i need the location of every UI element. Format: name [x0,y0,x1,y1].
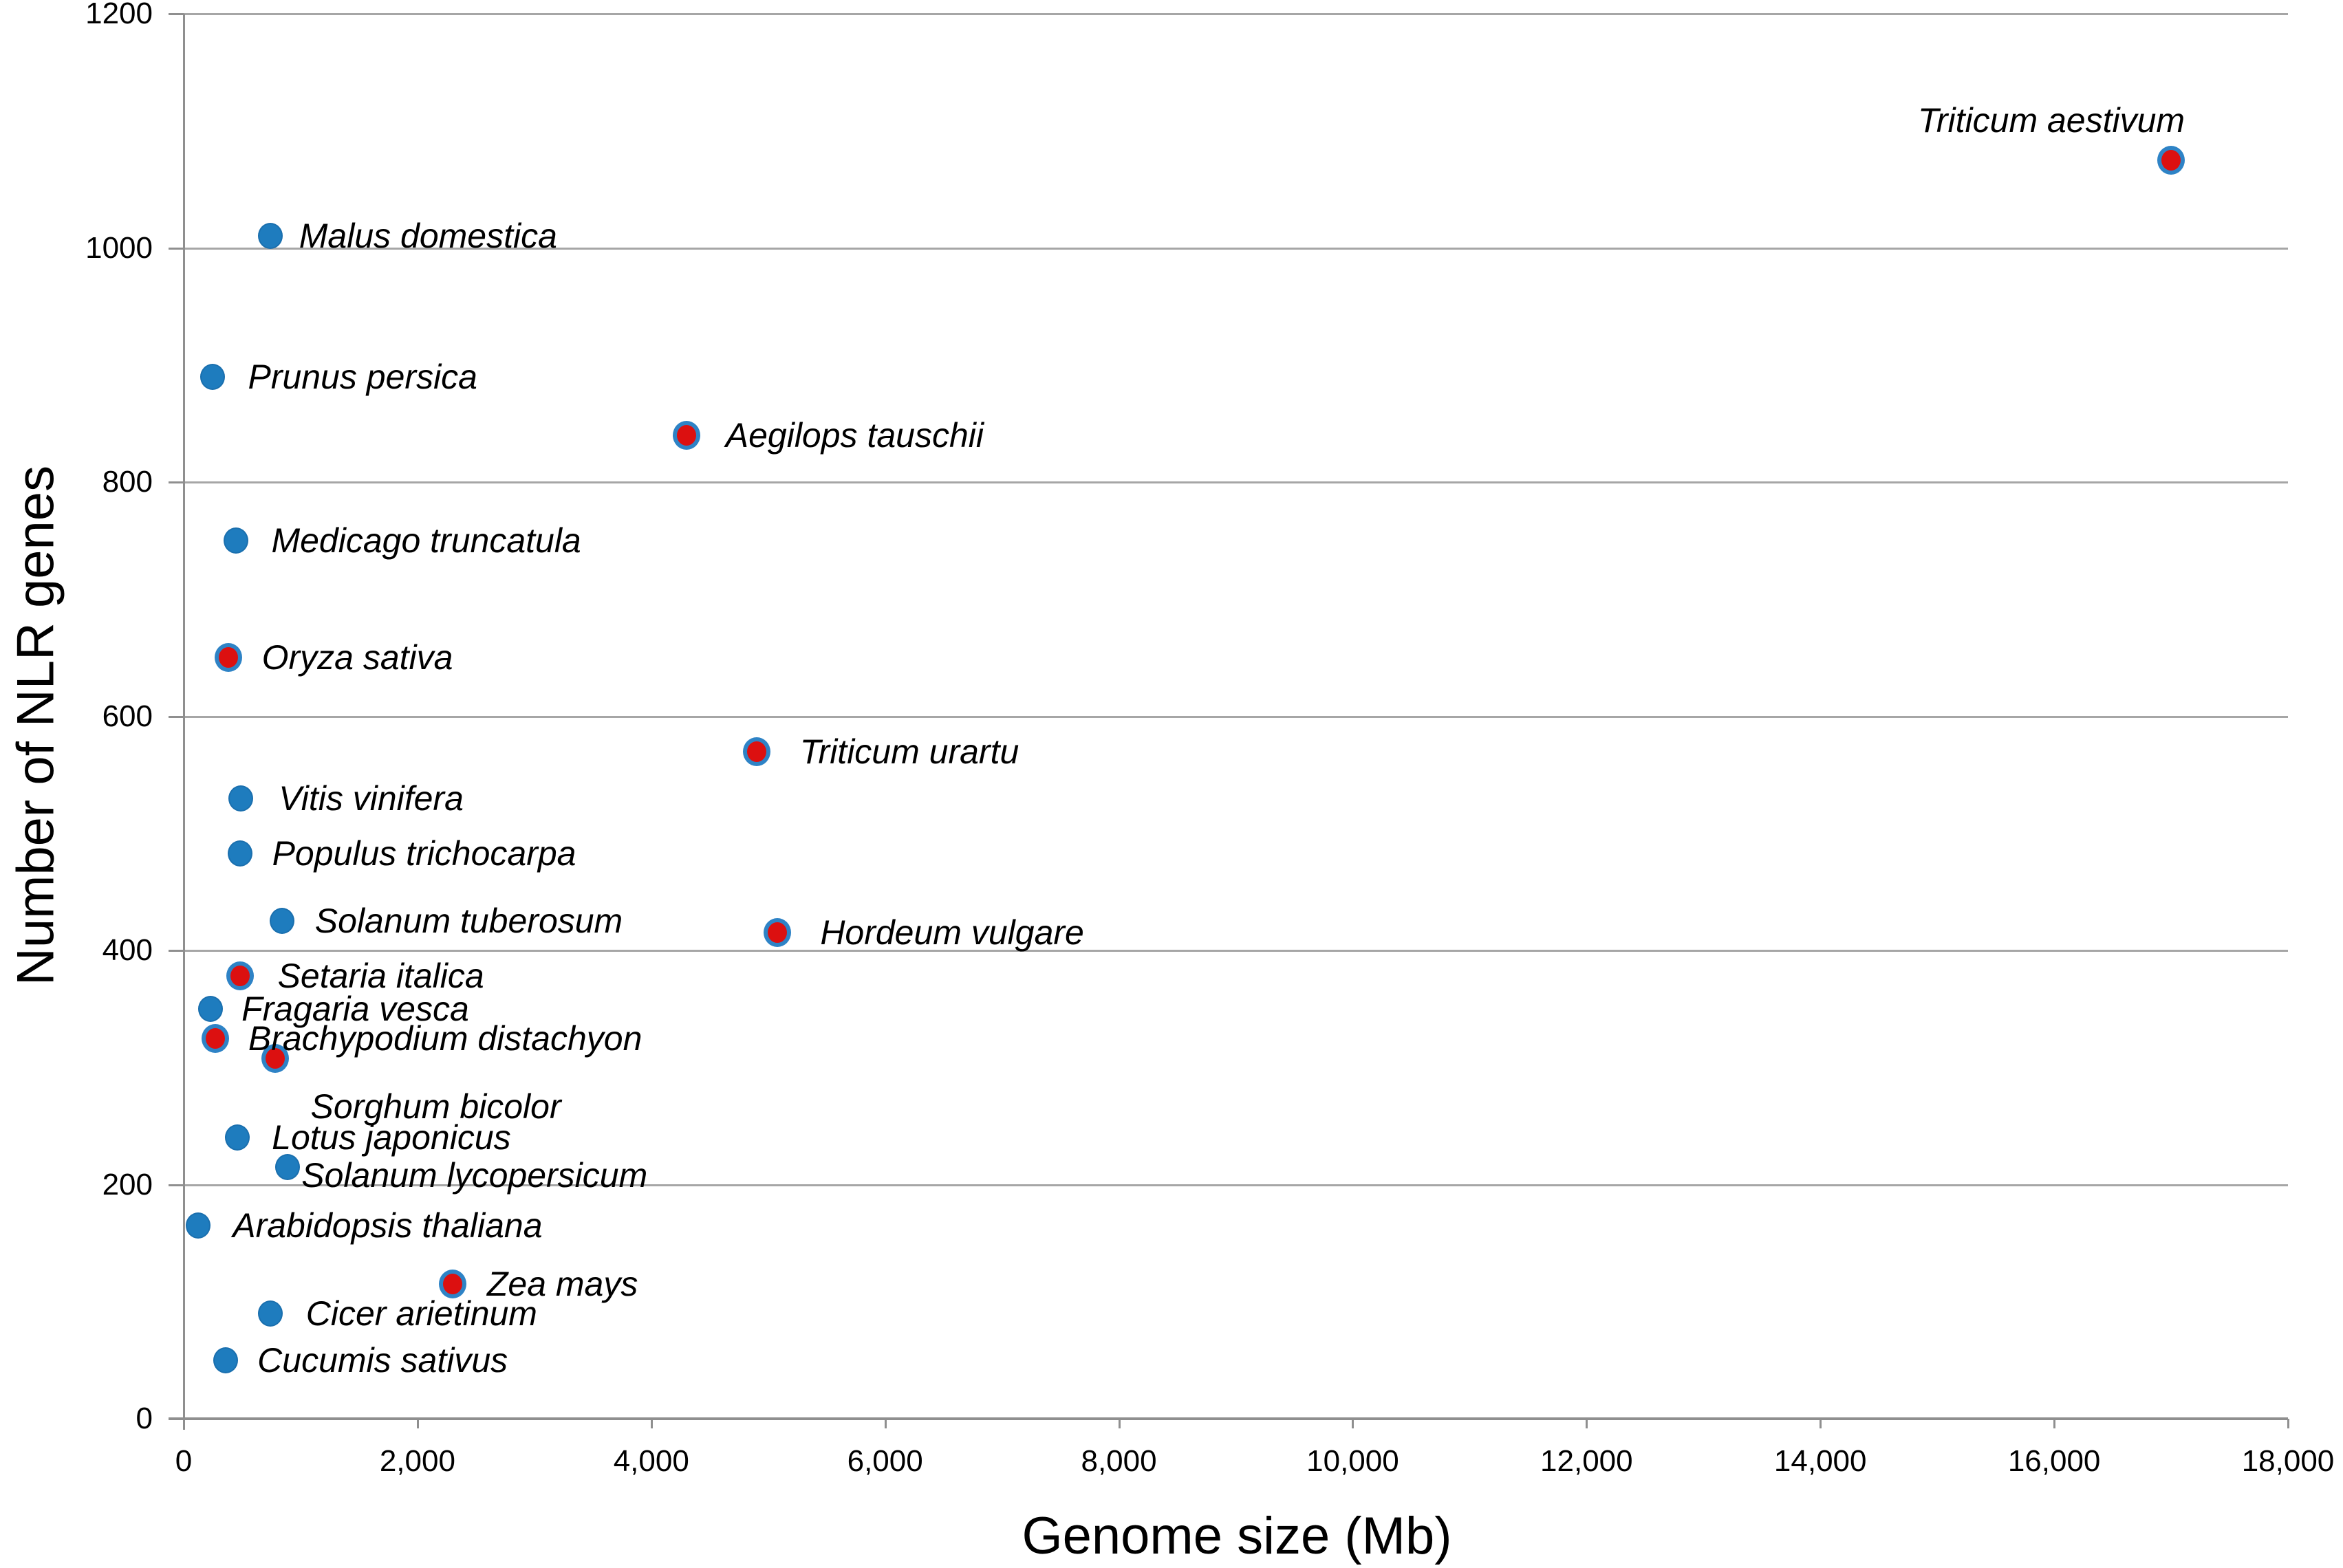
y-tick-label-400: 400 [102,933,153,967]
data-point-aegilops-tauschii [672,420,700,450]
data-point-prunus-persica [200,363,226,390]
data-point-triticum-urartu [742,737,770,766]
species-label-populus-trichocarpa: Populus trichocarpa [272,834,576,873]
species-label-hordeum-vulgare: Hordeum vulgare [820,913,1084,952]
x-axis-tick-14000 [1820,1419,1822,1428]
species-label-vitis-vinifera: Vitis vinifera [279,778,464,818]
species-label-setaria-italica: Setaria italica [277,957,484,996]
species-label-cucumis-sativus: Cucumis sativus [257,1340,508,1380]
data-point-setaria-italica [226,961,254,991]
species-label-fragaria-vesca: Fragaria vesca [241,990,469,1029]
data-point-zea-mays [438,1270,466,1299]
species-label-prunus-persica: Prunus persica [248,357,477,396]
x-axis-tick-10000 [1352,1419,1354,1428]
data-point-solanum-lycopersicum [275,1153,301,1180]
data-point-solanum-tuberosum [269,908,294,935]
x-tick-label-2000: 2,000 [379,1444,455,1478]
x-tick-label-16000: 16,000 [2007,1444,2101,1478]
gridline-y-1200 [184,13,2288,15]
gridline-y-600 [184,715,2288,718]
species-label-malus-domestica: Malus domestica [299,217,557,256]
data-point-medicago-truncatula [224,527,249,554]
x-tick-label-6000: 6,000 [847,1444,923,1478]
species-label-cicer-arietinum: Cicer arietinum [305,1294,537,1333]
x-axis-tick-4000 [650,1419,653,1428]
data-point-arabidopsis-thaliana [186,1212,211,1239]
species-label-medicago-truncatula: Medicago truncatula [271,521,581,560]
x-axis-tick-18000 [2287,1419,2289,1428]
x-tick-label-12000: 12,000 [1540,1444,1633,1478]
x-axis-tick-0 [183,1419,185,1428]
y-tick-label-1200: 1200 [85,0,153,30]
species-label-sorghum-bicolor: Sorghum bicolor [310,1087,561,1126]
species-label-solanum-lycopersicum: Solanum lycopersicum [301,1155,648,1195]
data-point-brachypodium-distachyon [201,1023,229,1053]
data-point-cicer-arietinum [257,1300,283,1327]
species-label-triticum-urartu: Triticum urartu [799,732,1019,771]
x-axis-tick-16000 [2053,1419,2056,1428]
y-tick-label-600: 600 [102,699,153,733]
data-point-triticum-aestivum [2157,145,2185,175]
data-point-hordeum-vulgare [764,918,792,948]
y-tick-label-1000: 1000 [85,230,153,265]
y-axis-tick-200 [169,1184,184,1186]
y-axis-tick-1200 [169,13,184,15]
species-label-aegilops-tauschii: Aegilops tauschii [725,415,984,455]
x-axis-tick-2000 [416,1419,419,1428]
species-label-arabidopsis-thaliana: Arabidopsis thaliana [233,1206,543,1245]
data-point-cucumis-sativus [213,1347,239,1373]
species-label-triticum-aestivum: Triticum aestivum [1918,100,2185,140]
data-point-oryza-sativa [214,643,242,673]
y-tick-label-800: 800 [102,465,153,499]
gridline-y-200 [184,1184,2288,1186]
x-tick-label-14000: 14,000 [1773,1444,1867,1478]
data-point-sorghum-bicolor [261,1043,289,1073]
y-axis-tick-1000 [169,247,184,250]
gridline-y-1000 [184,247,2288,250]
y-axis-tick-600 [169,715,184,718]
y-axis-tick-400 [169,950,184,952]
y-axis-line [183,14,185,1430]
x-tick-label-8000: 8,000 [1081,1444,1157,1478]
x-tick-label-4000: 4,000 [613,1444,689,1478]
y-tick-label-0: 0 [136,1402,153,1435]
data-point-populus-trichocarpa [227,840,252,867]
x-axis-tick-12000 [1586,1419,1588,1428]
gridline-y-400 [184,950,2288,952]
species-label-lotus-japonicus: Lotus japonicus [272,1118,511,1157]
x-tick-label-10000: 10,000 [1306,1444,1399,1478]
species-label-zea-mays: Zea mays [486,1265,638,1304]
gridline-y-800 [184,481,2288,483]
y-tick-label-200: 200 [102,1167,153,1201]
y-axis-tick-800 [169,481,184,483]
x-axis-tick-6000 [884,1419,887,1428]
species-label-brachypodium-distachyon: Brachypodium distachyon [248,1019,643,1058]
data-point-vitis-vinifera [228,785,254,812]
data-point-malus-domestica [257,223,283,250]
species-label-solanum-tuberosum: Solanum tuberosum [314,902,623,941]
species-label-oryza-sativa: Oryza sativa [261,638,453,677]
data-point-lotus-japonicus [225,1124,250,1151]
x-tick-label-0: 0 [175,1444,193,1478]
x-axis-title: Genome size (Mb) [1022,1507,1452,1565]
x-tick-label-18000: 18,000 [2241,1444,2335,1478]
data-point-fragaria-vesca [198,996,224,1023]
x-axis-tick-8000 [1118,1419,1121,1428]
x-axis-line [169,1417,2288,1420]
